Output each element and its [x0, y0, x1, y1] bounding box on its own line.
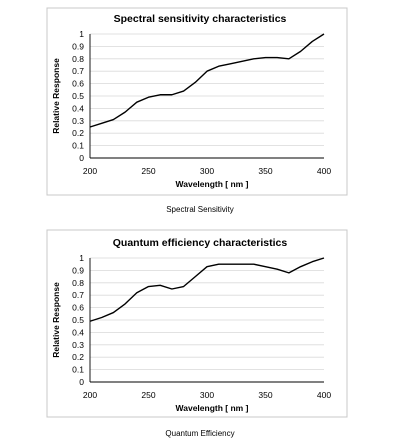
spectral-sensitivity-y-tick-label: 0.8: [72, 54, 84, 64]
spectral-sensitivity-y-tick-label: 0.5: [72, 91, 84, 101]
quantum-efficiency-y-axis-label: Relative Response: [51, 282, 61, 358]
spectral-sensitivity-y-tick-label: 0.6: [72, 79, 84, 89]
quantum-efficiency-caption: Quantum Efficiency: [165, 429, 235, 438]
spectral-sensitivity-y-axis-label: Relative Response: [51, 58, 61, 134]
quantum-efficiency-y-tick-label: 0.1: [72, 365, 84, 375]
spectral-sensitivity-x-tick-label: 250: [141, 166, 155, 176]
spectral-sensitivity-chart-title: Spectral sensitivity characteristics: [114, 13, 287, 25]
quantum-efficiency-x-axis-label: Wavelength [ nm ]: [176, 403, 249, 413]
quantum-efficiency-x-tick-label: 400: [317, 390, 331, 400]
quantum-efficiency-y-tick-label: 0.4: [72, 327, 84, 337]
spectral-sensitivity-y-tick-label: 0.2: [72, 128, 84, 138]
quantum-efficiency-x-tick-label: 200: [83, 390, 97, 400]
spectral-sensitivity-y-tick-label: 1: [79, 29, 84, 39]
spectral-sensitivity-series-line: [89, 33, 325, 128]
spectral-sensitivity-x-tick-label: 400: [317, 166, 331, 176]
spectral-sensitivity-caption: Spectral Sensitivity: [166, 205, 234, 214]
spectral-sensitivity-y-tick-label: 0.4: [72, 103, 84, 113]
spectral-sensitivity-y-tick-label: 0: [79, 153, 84, 163]
spectral-sensitivity-y-tick-label: 0.1: [72, 141, 84, 151]
spectral-sensitivity-x-tick-label: 300: [200, 166, 214, 176]
quantum-efficiency-chart: 0 0.1 0.2 0.3 0.4 0.5 0.6 0.7 0.8 0.9 1 200 250 300 35…: [46, 229, 348, 418]
quantum-efficiency-y-tick-label: 0.9: [72, 265, 84, 275]
quantum-efficiency-chart-frame: [46, 229, 348, 418]
quantum-efficiency-panel: 0 0.1 0.2 0.3 0.4 0.5 0.6 0.7 0.8 0.9 1 200 250 300 35…: [0, 222, 400, 446]
spectral-sensitivity-y-tick-label: 0.3: [72, 116, 84, 126]
quantum-efficiency-y-tick-label: 0.3: [72, 340, 84, 350]
quantum-efficiency-x-tick-label: 350: [258, 390, 272, 400]
spectral-sensitivity-panel: 0 0.1 0.2 0.3 0.4 0.5 0.6 0.7 0.8 0.9 1 200 250 300 35…: [0, 0, 400, 222]
quantum-efficiency-y-tick-label: 0.2: [72, 352, 84, 362]
quantum-efficiency-y-tick-label: 1: [79, 253, 84, 263]
quantum-efficiency-y-tick-label: 0.6: [72, 303, 84, 313]
quantum-efficiency-x-tick-label: 250: [141, 390, 155, 400]
spectral-sensitivity-chart-frame: [46, 7, 348, 196]
spectral-sensitivity-x-tick-label: 350: [258, 166, 272, 176]
quantum-efficiency-y-tick-label: 0.7: [72, 290, 84, 300]
spectral-sensitivity-y-tick-label: 0.9: [72, 41, 84, 51]
quantum-efficiency-x-tick-label: 300: [200, 390, 214, 400]
quantum-efficiency-y-tick-label: 0.5: [72, 315, 84, 325]
quantum-efficiency-chart-title: Quantum efficiency characteristics: [113, 237, 288, 249]
spectral-sensitivity-chart: 0 0.1 0.2 0.3 0.4 0.5 0.6 0.7 0.8 0.9 1 200 250 300 35…: [46, 7, 348, 196]
quantum-efficiency-series-line: [89, 257, 325, 322]
spectral-sensitivity-y-tick-label: 0.7: [72, 66, 84, 76]
spectral-sensitivity-x-axis-label: Wavelength [ nm ]: [176, 179, 249, 189]
quantum-efficiency-y-tick-label: 0.8: [72, 278, 84, 288]
spectral-sensitivity-x-tick-label: 200: [83, 166, 97, 176]
quantum-efficiency-y-tick-label: 0: [79, 377, 84, 387]
